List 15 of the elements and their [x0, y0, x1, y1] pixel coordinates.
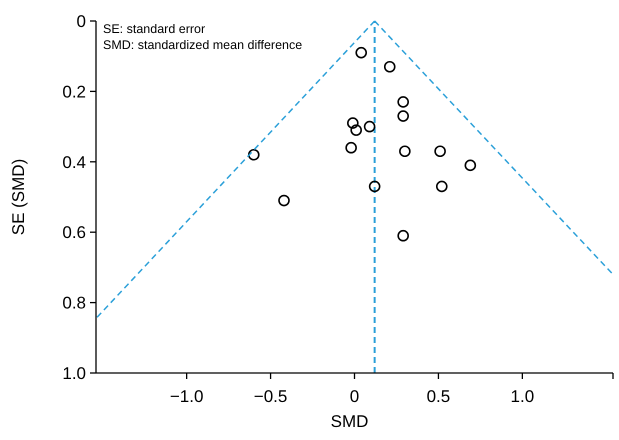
y-tick-label: 1.0 — [62, 364, 86, 383]
y-tick-label: 0 — [76, 12, 86, 31]
x-tick-label: 0.5 — [426, 387, 450, 406]
y-tick-label: 0.8 — [62, 294, 86, 313]
y-tick-label: 0.2 — [62, 82, 86, 102]
y-axis-title: SE (SMD) — [9, 158, 28, 236]
x-axis-title: SMD — [330, 412, 368, 431]
x-tick-label: −1.0 — [170, 387, 204, 406]
x-tick-label: 1.0 — [510, 387, 534, 406]
x-tick-label: −0.5 — [254, 387, 288, 406]
x-tick-label: 0 — [350, 387, 360, 406]
annotation: SE: standard error — [103, 22, 206, 36]
y-tick-label: 0.6 — [62, 223, 86, 242]
y-tick-label: 0.4 — [62, 152, 86, 172]
annotation: SMD: standardized mean difference — [103, 38, 302, 52]
